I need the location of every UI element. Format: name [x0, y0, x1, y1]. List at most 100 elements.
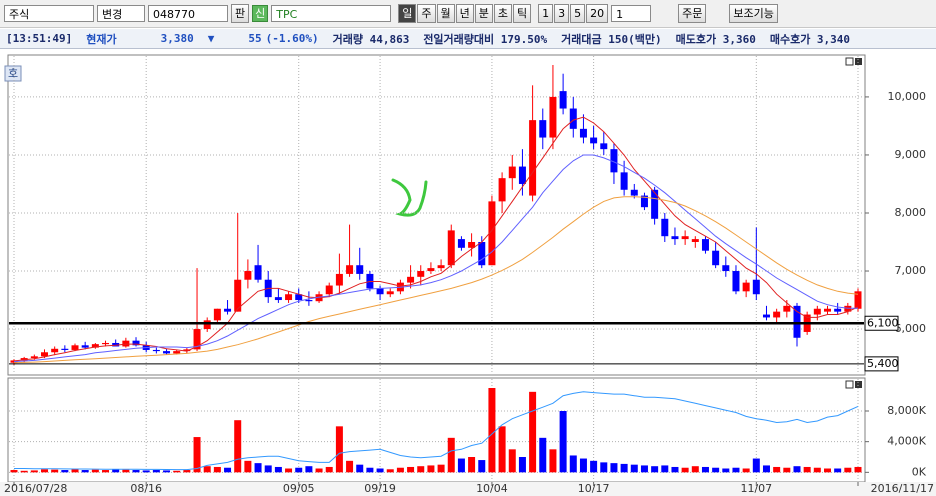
candle-body [274, 297, 282, 301]
candle-body [671, 236, 679, 240]
badge-box [4, 65, 22, 82]
volume-bar [213, 466, 221, 473]
candle-body [132, 340, 140, 346]
ask: 매도호가 3,360 [675, 32, 756, 46]
candle-body [712, 250, 720, 266]
period-button[interactable]: 분 [474, 4, 493, 23]
volume-bar [468, 457, 476, 473]
candle-body [376, 288, 384, 295]
volume-bar [701, 466, 709, 473]
period-button[interactable]: 일 [398, 4, 417, 23]
candle-body [549, 96, 557, 138]
volume-bar [264, 465, 272, 473]
candle-body [20, 358, 28, 361]
volume-bar [41, 469, 49, 473]
volume-bar [457, 458, 465, 473]
volume-bar [254, 463, 262, 473]
period-button[interactable]: 초 [493, 4, 512, 23]
volume-bar [498, 426, 506, 473]
candle-body [407, 276, 415, 283]
price-panel [7, 54, 866, 376]
arrow: ▼ [207, 32, 215, 45]
code-input[interactable]: 048770 [148, 5, 228, 22]
volume-bar [630, 464, 638, 473]
interval-button[interactable]: 20 [586, 4, 609, 23]
volume-bar [793, 466, 801, 473]
candle-body [305, 300, 313, 302]
period-button[interactable]: 틱 [513, 4, 532, 23]
volume-bar [193, 437, 201, 473]
volume-bar [152, 470, 160, 473]
y-tick-label: 0K [912, 465, 927, 478]
quote-bar: [13:51:49] 현재가 3,380 ▼ 55 (-1.60%) 거래량 4… [0, 29, 936, 49]
candle-body [163, 351, 171, 354]
volume-bar [732, 467, 740, 473]
interval-button[interactable]: 1 [538, 4, 554, 23]
sin-badge: 신 [252, 5, 269, 22]
volume-bar [71, 469, 79, 473]
x-tick-label: 10/04 [476, 482, 508, 495]
count-input[interactable]: 1 [611, 5, 652, 22]
candle-body [91, 344, 99, 348]
period-button[interactable]: 월 [436, 4, 455, 23]
period-button[interactable]: 주 [417, 4, 436, 23]
volume-bar [773, 466, 781, 473]
volume-bar [437, 464, 445, 473]
candle-body [51, 348, 59, 353]
market-select[interactable]: 주식 [4, 5, 94, 22]
volume-bar [559, 411, 567, 473]
volume-bar [844, 467, 852, 473]
candle-body [661, 218, 669, 237]
candle-body [620, 172, 628, 190]
volume-bar [112, 469, 120, 473]
volume-bar [569, 455, 577, 473]
volume-bar [539, 437, 547, 473]
pan-button[interactable]: 판 [231, 4, 250, 23]
candle-body [559, 91, 567, 109]
candle-body [325, 285, 333, 295]
volume-bar [488, 388, 496, 473]
candle-body [234, 279, 242, 312]
candle-body [244, 271, 252, 280]
candle-body [386, 291, 394, 295]
candle-body [122, 340, 130, 347]
price: 3,380 [160, 32, 194, 45]
candle-body [590, 137, 598, 144]
candle-body [773, 311, 781, 318]
bid: 매수호가 3,340 [769, 32, 851, 46]
volume-bar [762, 465, 770, 473]
candle-body [193, 329, 201, 350]
volume-bar [356, 464, 364, 473]
period-button[interactable]: 년 [455, 4, 474, 23]
volume-bar [386, 469, 394, 473]
y-tick-label: 10,000 [888, 90, 927, 103]
indicator-button[interactable]: 보조기능 [729, 4, 778, 23]
candle-body [254, 265, 262, 280]
candle-body [468, 242, 476, 248]
interval-button[interactable]: 5 [570, 4, 586, 23]
candle-body [437, 265, 445, 269]
volume-bar [681, 467, 689, 473]
volume-bar [640, 465, 648, 473]
panel-icon [845, 380, 854, 389]
candle-body [417, 271, 425, 277]
interval-button[interactable]: 3 [554, 4, 570, 23]
order-button[interactable]: 주문 [678, 4, 707, 23]
candle-body [651, 189, 659, 219]
volume-bar [590, 460, 598, 473]
volume-bar [61, 470, 69, 473]
y-tick-label: 7,000 [895, 264, 927, 277]
amount: 거래대금 150(백만) [561, 32, 662, 46]
volume-bar [244, 460, 252, 473]
y-tick-label: 4,000K [887, 435, 926, 448]
candle-body [457, 239, 465, 248]
candle-body [813, 308, 821, 315]
change-select[interactable]: 변경 [97, 5, 145, 22]
candle-body [447, 230, 455, 266]
candle-body [285, 294, 293, 301]
volume-panel [7, 377, 866, 483]
y-tick-label: 6,000 [895, 322, 927, 335]
x-tick-label: 09/05 [283, 482, 315, 495]
candle-body [508, 166, 516, 179]
